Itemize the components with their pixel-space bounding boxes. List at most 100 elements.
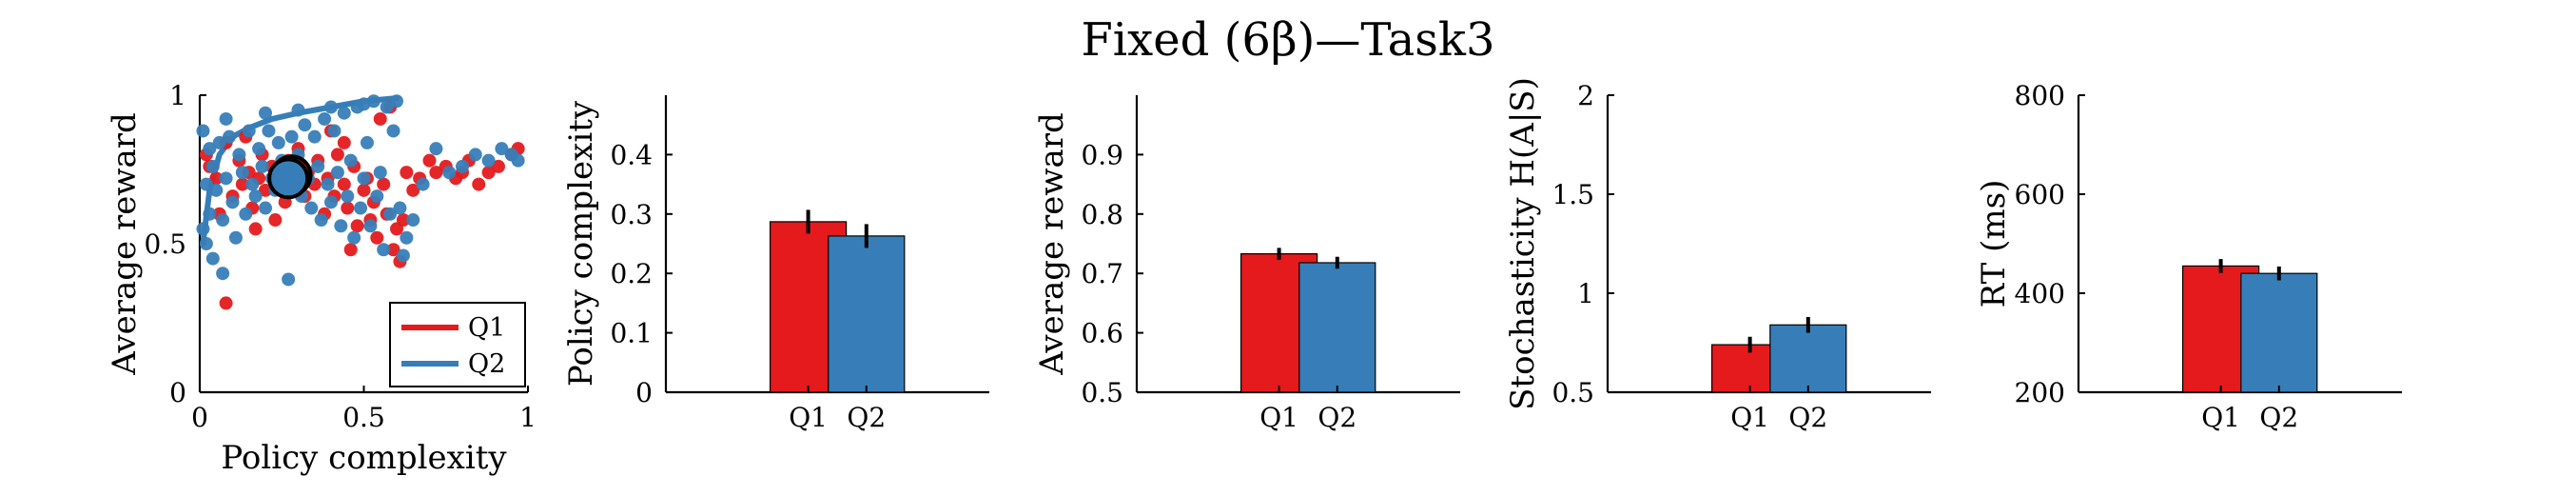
scatter-point-Q2 [442, 166, 457, 180]
y-tick-label: 2 [1577, 80, 1594, 111]
scatter-point-Q2 [255, 159, 269, 173]
scatter-point-Q1 [481, 166, 496, 180]
scatter-point-Q1 [373, 111, 387, 126]
scatter-point-Q1 [491, 159, 505, 173]
scatter-point-Q2 [223, 129, 237, 144]
scatter-point-Q2 [370, 189, 384, 204]
scatter-point-Q1 [219, 296, 233, 310]
scatter-point-Q2 [495, 142, 509, 156]
bar-Q2 [1769, 324, 1847, 393]
bar-panel-average-reward: 0.5 0.6 0.7 0.8 0.9 Average reward Q1 Q2 [1033, 95, 1460, 433]
scatter-point-Q2 [324, 100, 338, 114]
scatter-point-Q2 [242, 124, 256, 138]
scatter-point-Q1 [377, 177, 391, 191]
x-tick-label: Q1 [1259, 402, 1298, 433]
scatter-point-Q2 [393, 201, 407, 215]
scatter-point-Q2 [216, 267, 230, 281]
scatter-point-Q1 [259, 183, 272, 197]
scatter-point-Q2 [334, 219, 348, 233]
scatter-point-Q2 [252, 142, 266, 156]
scatter-point-Q2 [239, 207, 253, 221]
scatter-point-Q1 [341, 201, 355, 215]
scatter-point-Q1 [209, 171, 224, 186]
x-tick-label: 0 [191, 402, 208, 433]
bar-panel-stochasticity: 0.5 1 1.5 2 Stochasticity H(A|S) Q1 Q2 [1504, 77, 1931, 433]
scatter-point-Q2 [232, 148, 246, 162]
scatter-point-Q2 [321, 177, 335, 191]
scatter-panel-policy-vs-reward: 0 0.5 1 0 0.5 1 Policy complexity Average rewar… [106, 80, 537, 477]
scatter-point-Q2 [248, 189, 263, 204]
scatter-point-Q2 [386, 124, 400, 138]
scatter-point-Q2 [199, 237, 213, 250]
scatter-point-Q1 [396, 213, 410, 228]
y-axis-label: Stochasticity H(A|S) [1504, 77, 1542, 410]
scatter-point-Q1 [422, 153, 437, 168]
scatter-point-Q1 [337, 177, 351, 191]
scatter-point-Q2 [205, 159, 220, 173]
scatter-point-Q2 [357, 97, 371, 111]
scatter-point-Q2 [235, 166, 249, 180]
scatter-point-Q2 [416, 177, 430, 191]
scatter-point-Q2 [406, 213, 420, 228]
scatter-point-Q1 [400, 166, 414, 180]
scatter-point-Q2 [304, 201, 319, 215]
y-tick-label: 0 [635, 377, 653, 408]
scatter-point-Q2 [205, 251, 220, 266]
scatter-point-Q1 [343, 243, 358, 257]
y-tick-label: 1 [1577, 278, 1594, 309]
scatter-point-Q1 [429, 166, 443, 180]
x-tick-label: Q2 [847, 402, 886, 433]
scatter-point-Q2 [481, 153, 496, 168]
scatter-point-Q2 [354, 201, 368, 215]
scatter-point-Q2 [390, 94, 403, 109]
x-tick-label: Q1 [789, 402, 828, 433]
bar-Q2 [2240, 272, 2318, 393]
bar-panel-rt: 200 400 600 800 RT (ms) Q1 Q2 [1975, 80, 2402, 433]
bar-panel-policy-complexity: 0 0.1 0.2 0.3 0.4 Policy complexity Q1 Q2 [562, 95, 989, 433]
scatter-point-Q1 [357, 183, 371, 197]
scatter-point-Q1 [235, 177, 249, 191]
scatter-point-Q2 [271, 135, 285, 149]
x-tick-label: Q1 [2201, 402, 2240, 433]
y-tick-label: 0.7 [1081, 258, 1123, 289]
scatter-point-Q2 [456, 159, 469, 173]
scatter-point-Q2 [400, 230, 414, 245]
scatter-point-Q2 [311, 159, 325, 173]
scatter-point-Q2 [262, 124, 276, 138]
y-tick-label: 0.5 [144, 228, 186, 260]
scatter-point-Q2 [314, 213, 328, 228]
scatter-point-Q1 [350, 219, 364, 233]
scatter-point-Q2 [196, 124, 210, 138]
scatter-point-Q2 [203, 142, 217, 156]
scatter-point-Q2 [337, 106, 351, 120]
y-tick-label: 0 [169, 377, 186, 408]
scatter-point-Q1 [268, 213, 283, 228]
scatter-point-Q1 [337, 135, 351, 149]
scatter-point-Q1 [472, 177, 486, 191]
scatter-point-Q2 [282, 272, 296, 287]
scatter-point-Q1 [406, 183, 420, 197]
scatter-point-Q2 [216, 213, 230, 228]
scatter-point-Q2 [396, 248, 410, 263]
y-tick-label: 400 [2015, 278, 2065, 309]
scatter-point-Q2 [209, 183, 224, 197]
x-tick-label: Q1 [1730, 402, 1769, 433]
scatter-point-Q2 [343, 153, 358, 168]
scatter-point-Q2 [318, 111, 332, 126]
y-tick-label: 200 [2015, 377, 2065, 408]
scatter-point-Q2 [380, 100, 394, 114]
scatter-point-Q2 [347, 230, 361, 245]
scatter-point-Q2 [212, 135, 226, 149]
scatter-point-Q2 [377, 243, 391, 257]
y-tick-label: 0.4 [610, 139, 653, 170]
y-tick-label: 600 [2015, 179, 2065, 210]
y-tick-label: 0.8 [1081, 199, 1123, 230]
scatter-point-Q2 [199, 177, 213, 191]
scatter-point-Q1 [330, 148, 344, 162]
scatter-point-Q2 [468, 148, 482, 162]
scatter-point-Q2 [225, 195, 240, 209]
scatter-point-Q1 [370, 230, 384, 245]
legend-box [389, 302, 526, 387]
scatter-point-Q2 [357, 171, 371, 186]
